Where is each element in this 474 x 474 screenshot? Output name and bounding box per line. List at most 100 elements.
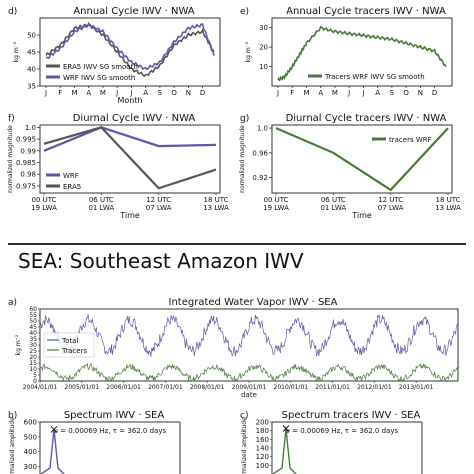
series-line-g-0 <box>275 127 449 192</box>
x-tick-label-e: J <box>361 89 364 97</box>
x-tick-label-line: 06 UTC <box>321 196 346 204</box>
panel-b: b) Spectrum IWV · SEA 300 400 500 600 normaliz… <box>8 410 181 474</box>
series-line-a-0 <box>39 314 459 357</box>
x-tick-label-e: N <box>418 89 423 97</box>
y-axis-label-c: normalized amplitude <box>241 417 248 474</box>
x-tick-label-g: 06 UTC 01 LWA <box>320 196 346 212</box>
x-tick-label-a: 2007/01/01 <box>148 384 183 391</box>
x-tick-label-d: S <box>158 89 163 97</box>
x-tick-label-d: O <box>171 89 177 97</box>
panel-a: a) Integrated Water Vapor IWV · SEA 051015… <box>8 297 459 399</box>
series-line-d-1 <box>45 21 215 71</box>
x-tick-label-d: J <box>115 89 118 97</box>
panel-e: e) Annual Cycle tracers IWV · NWA 10 20 30 kg… <box>240 6 453 97</box>
sea-banner: SEA: Southeast Amazon IWV <box>8 243 466 273</box>
legend-label-d-0: ERA5 IWV SG smooth <box>63 63 138 71</box>
legend-e: Tracers WRF IWV SG smooth <box>308 73 425 81</box>
x-tick-label-d: D <box>200 89 205 97</box>
x-tick-label-d: M <box>71 89 77 97</box>
y-tick-label-a: 45 <box>29 324 37 331</box>
legend-label-d-1: WRF IWV SG smooth <box>63 74 135 82</box>
y-tick-label-a: 35 <box>29 336 37 343</box>
y-tick-label-b: 400 <box>24 448 37 456</box>
legend-label-a-0: Total <box>61 337 78 345</box>
x-tick-label-f: 12 UTC 07 LWA <box>146 196 172 212</box>
y-axis-label-d: kg m⁻² <box>13 41 20 62</box>
plot-frame-g <box>271 124 453 194</box>
y-tick-label-c: 120 <box>256 453 269 461</box>
chart-title-b: Spectrum IWV · SEA <box>64 410 165 421</box>
x-axis-label-a: date <box>241 391 257 399</box>
chart-title-e: Annual Cycle tracers IWV · NWA <box>286 6 446 17</box>
x-tick-label-e: J <box>347 89 350 97</box>
x-tick-label-d: M <box>100 89 106 97</box>
y-tick-label-a: 10 <box>29 366 37 373</box>
y-tick-label-d: 40 <box>27 66 36 74</box>
chart-title-a: Integrated Water Vapor IWV · SEA <box>169 297 338 308</box>
x-tick-label-a: 2010/01/01 <box>274 384 309 391</box>
legend-label-f-1: ERA5 <box>63 183 81 191</box>
y-tick-label-f: 1.0 <box>25 124 36 132</box>
y-tick-label-a: 40 <box>29 330 37 337</box>
y-tick-label-g: 0.96 <box>252 149 268 157</box>
panel-label-a: a) <box>8 298 17 308</box>
y-tick-label-e: 10 <box>259 63 268 71</box>
panel-label-c: c) <box>240 411 248 421</box>
x-tick-label-e: A <box>318 89 323 97</box>
x-tick-label-f: 00 UTC 19 LWA <box>31 196 57 212</box>
y-axis-label-g: normalized magnitude <box>239 125 246 193</box>
x-tick-label-d: N <box>186 89 191 97</box>
y-tick-label-d: 45 <box>27 49 36 57</box>
legend-label-f-0: WRF <box>63 172 79 180</box>
legend-box-a <box>43 332 95 358</box>
x-tick-label-a: 2013/01/01 <box>399 384 434 391</box>
x-tick-label-line: 01 LWA <box>88 204 114 212</box>
plot-frame-f <box>39 124 221 194</box>
x-tick-label-a: 2005/01/01 <box>65 384 100 391</box>
x-tick-label-line: 07 LWA <box>378 204 404 212</box>
panel-label-d: d) <box>8 7 17 17</box>
x-tick-label-a: 2008/01/01 <box>190 384 225 391</box>
panel-c: c) Spectrum tracers IWV · SEA 100120140160… <box>240 410 423 474</box>
y-tick-label-a: 5 <box>33 372 37 379</box>
y-tick-label-f: 0.98 <box>20 171 36 179</box>
y-tick-label-a: 0 <box>33 378 37 385</box>
panel-label-f: f) <box>8 114 15 124</box>
x-tick-label-d: F <box>58 89 62 97</box>
y-tick-label-e: 20 <box>259 44 268 52</box>
x-tick-label-line: 01 LWA <box>320 204 346 212</box>
plot-frame-e <box>271 17 453 87</box>
series-line-e-0 <box>277 25 447 82</box>
x-tick-label-a: 2012/01/01 <box>357 384 392 391</box>
x-tick-label-line: 19 LWA <box>263 204 289 212</box>
y-tick-label-a: 25 <box>29 348 37 355</box>
sea-banner-title: SEA: Southeast Amazon IWV <box>18 249 304 273</box>
x-tick-label-line: 13 LWA <box>203 204 229 212</box>
x-tick-label-e: A <box>375 89 380 97</box>
legend-label-a-1: Tracers <box>61 347 87 355</box>
x-tick-label-e: M <box>332 89 338 97</box>
x-axis-label-g: Time <box>351 211 372 220</box>
x-tick-label-a: 2004/01/01 <box>23 384 58 391</box>
x-tick-label-g: 00 UTC 19 LWA <box>263 196 289 212</box>
x-tick-label-e: F <box>290 89 294 97</box>
y-tick-label-c: 160 <box>256 436 269 444</box>
legend-label-e-0: Tracers WRF IWV SG smooth <box>324 73 425 81</box>
chart-title-c: Spectrum tracers IWV · SEA <box>282 410 421 421</box>
y-tick-label-b: 500 <box>24 433 37 441</box>
x-tick-label-f: 18 UTC 13 LWA <box>203 196 229 212</box>
y-tick-label-a: 55 <box>29 312 37 319</box>
x-axis-label-d: Month <box>117 96 142 105</box>
x-tick-label-f: 06 UTC 01 LWA <box>88 196 114 212</box>
y-tick-label-g: 1.0 <box>257 125 268 133</box>
panel-label-b: b) <box>8 411 17 421</box>
y-tick-label-g: 0.92 <box>252 174 268 182</box>
y-axis-label-a: kg m⁻² <box>15 334 22 355</box>
y-tick-label-c: 180 <box>256 427 269 435</box>
legend-label-g-0: tracers WRF <box>389 136 432 144</box>
y-axis-label-f: normalized magnitude <box>7 125 14 193</box>
x-tick-label-e: S <box>390 89 395 97</box>
x-tick-label-e: O <box>403 89 409 97</box>
panel-d: d) Annual Cycle IWV · NWA 35 40 45 50 kg m⁻² J F… <box>8 6 221 105</box>
y-tick-label-f: 0.995 <box>16 136 36 144</box>
